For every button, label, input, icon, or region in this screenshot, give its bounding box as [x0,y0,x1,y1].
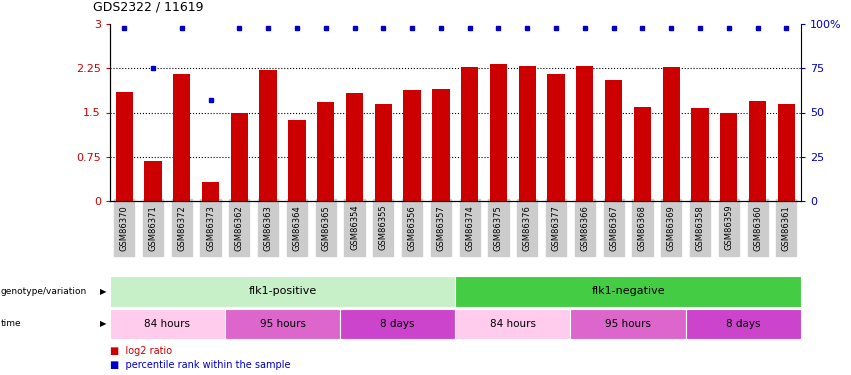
Text: genotype/variation: genotype/variation [1,287,87,296]
Bar [288,120,306,201]
Bar [691,108,709,201]
Bar [173,74,191,201]
Text: 84 hours: 84 hours [145,319,191,329]
Bar [346,93,363,201]
Text: time: time [1,320,21,328]
Bar [605,80,622,201]
Text: flk1-negative: flk1-negative [591,286,665,296]
Text: ▶: ▶ [100,287,107,296]
Bar [547,74,565,201]
Text: 84 hours: 84 hours [490,319,536,329]
Text: flk1-positive: flk1-positive [248,286,317,296]
Bar [749,101,766,201]
Bar [231,112,248,201]
Bar [778,104,795,201]
Text: ▶: ▶ [100,320,107,328]
Bar [260,70,277,201]
Bar [202,182,220,201]
Bar [461,67,478,201]
Bar [518,66,536,201]
Text: ■  log2 ratio: ■ log2 ratio [110,346,172,356]
Bar [634,106,651,201]
Text: 8 days: 8 days [726,319,761,329]
Text: 8 days: 8 days [380,319,415,329]
Bar [403,90,420,201]
Text: GDS2322 / 11619: GDS2322 / 11619 [93,0,203,13]
Bar [490,64,507,201]
Bar [374,104,392,201]
Text: ■  percentile rank within the sample: ■ percentile rank within the sample [110,360,290,370]
Bar [720,112,738,201]
Bar [576,66,593,201]
Text: 95 hours: 95 hours [260,319,306,329]
Bar [317,102,334,201]
Text: 95 hours: 95 hours [605,319,651,329]
Bar [663,67,680,201]
Bar [116,92,133,201]
Bar [432,89,449,201]
Bar [145,160,162,201]
